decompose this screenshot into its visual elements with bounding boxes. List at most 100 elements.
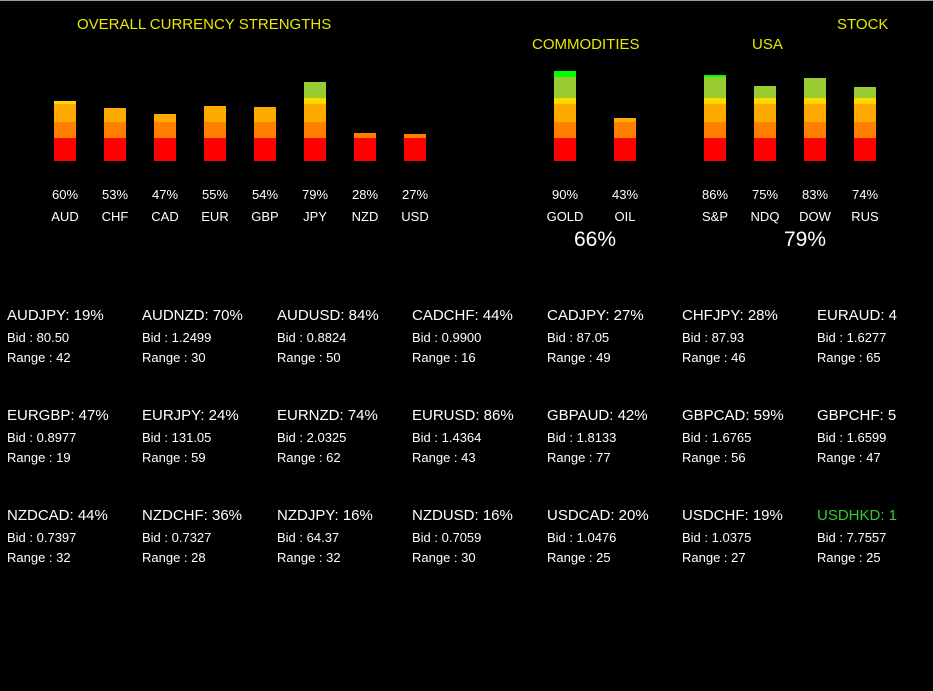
value-label-ndq: 75%: [751, 187, 779, 202]
value-label-aud: 60%: [51, 187, 79, 202]
bar-segment: [304, 122, 326, 138]
bar-segment: [804, 98, 826, 104]
pair-range: Range : 28: [142, 550, 206, 565]
category-label-rus: RUS: [851, 209, 879, 224]
pair-cell: USDHKD: 1 Bid : 7.7557 Range : 25: [817, 507, 898, 587]
title-usa: USA: [752, 36, 783, 53]
category-label-usd: USD: [401, 209, 429, 224]
bar-segment: [854, 98, 876, 104]
bar-segment: [854, 122, 876, 138]
pair-name: NZDCHF: 36%: [142, 507, 243, 524]
pair-cell: GBPAUD: 42% Bid : 1.8133 Range : 77: [547, 407, 682, 487]
pair-name: USDHKD: 1: [817, 507, 898, 524]
value-label-gbp: 54%: [251, 187, 279, 202]
bar-gold: [554, 71, 576, 161]
category-label-oil: OIL: [614, 209, 636, 224]
pair-cell: NZDCHF: 36% Bid : 0.7327 Range : 28: [142, 507, 277, 587]
pair-bid: Bid : 0.9900: [412, 330, 482, 345]
pair-name: EURNZD: 74%: [277, 407, 378, 424]
bar-segment: [554, 104, 576, 122]
bar-segment: [754, 98, 776, 104]
pair-bid: Bid : 1.0375: [682, 530, 752, 545]
value-label-sandp: 86%: [701, 187, 729, 202]
bar-segment: [704, 98, 726, 104]
category-label-cad: CAD: [151, 209, 179, 224]
bar-usd: [404, 134, 426, 161]
category-label-dow: DOW: [799, 209, 831, 224]
bar-segment: [804, 78, 826, 98]
pair-range: Range : 59: [142, 450, 206, 465]
bar-gbp: [254, 107, 276, 161]
pair-cell: CADJPY: 27% Bid : 87.05 Range : 49: [547, 307, 682, 387]
bar-segment: [804, 104, 826, 122]
bar-segment: [54, 101, 76, 104]
pair-cell: EURJPY: 24% Bid : 131.05 Range : 59: [142, 407, 277, 487]
bar-segment: [104, 138, 126, 161]
pair-range: Range : 42: [7, 350, 71, 365]
value-label-cad: 47%: [151, 187, 179, 202]
pair-bid: Bid : 1.4364: [412, 430, 482, 445]
bar-segment: [304, 104, 326, 122]
category-label-aud: AUD: [51, 209, 79, 224]
pair-cell: CHFJPY: 28% Bid : 87.93 Range : 46: [682, 307, 817, 387]
bar-segment: [304, 98, 326, 104]
pair-name: CHFJPY: 28%: [682, 307, 778, 324]
bar-segment: [254, 138, 276, 161]
value-label-nzd: 28%: [351, 187, 379, 202]
pair-name: CADCHF: 44%: [412, 307, 513, 324]
pair-name: EURUSD: 86%: [412, 407, 514, 424]
value-label-chf: 53%: [101, 187, 129, 202]
pair-bid: Bid : 1.0476: [547, 530, 617, 545]
value-label-dow: 83%: [801, 187, 829, 202]
bar-segment: [854, 138, 876, 161]
bar-cad: [154, 114, 176, 161]
bar-segment: [104, 108, 126, 122]
pair-name: EURAUD: 4: [817, 307, 898, 324]
category-label-chf: CHF: [101, 209, 129, 224]
pair-bid: Bid : 0.8824: [277, 330, 347, 345]
bar-segment: [104, 122, 126, 138]
pair-name: NZDCAD: 44%: [7, 507, 108, 524]
pair-bid: Bid : 1.8133: [547, 430, 617, 445]
pair-name: USDCHF: 19%: [682, 507, 783, 524]
bar-segment: [404, 134, 426, 138]
pair-grid: AUDJPY: 19% Bid : 80.50 Range : 42 AUDNZD: …: [0, 1, 898, 691]
pair-name: GBPCAD: 59%: [682, 407, 784, 424]
bar-aud: [54, 101, 76, 161]
pair-range: Range : 16: [412, 350, 476, 365]
value-label-gold: 90%: [551, 187, 579, 202]
pair-cell: NZDJPY: 16% Bid : 64.37 Range : 32: [277, 507, 412, 587]
category-label-gold: GOLD: [546, 209, 584, 224]
category-label-sandp: S&P: [701, 209, 728, 224]
pair-range: Range : 30: [412, 550, 476, 565]
pair-cell: EURGBP: 47% Bid : 0.8977 Range : 19: [7, 407, 142, 487]
pair-name: EURGBP: 47%: [7, 407, 109, 424]
pair-cell: GBPCAD: 59% Bid : 1.6765 Range : 56: [682, 407, 817, 487]
pair-range: Range : 77: [547, 450, 611, 465]
bar-segment: [554, 98, 576, 104]
pair-range: Range : 32: [277, 550, 341, 565]
pair-name: GBPCHF: 5: [817, 407, 897, 424]
pair-bid: Bid : 0.7327: [142, 530, 212, 545]
pair-bid: Bid : 131.05: [142, 430, 212, 445]
pair-bid: Bid : 0.7059: [412, 530, 482, 545]
bar-oil: [614, 118, 636, 161]
bar-ndq: [754, 86, 776, 161]
bar-segment: [614, 138, 636, 161]
bar-segment: [54, 138, 76, 161]
pair-cell: EURAUD: 4 Bid : 1.6277 Range : 65: [817, 307, 898, 387]
pair-name: AUDJPY: 19%: [7, 307, 104, 324]
pair-cell: GBPCHF: 5 Bid : 1.6599 Range : 47: [817, 407, 898, 487]
pair-bid: Bid : 1.2499: [142, 330, 212, 345]
bar-segment: [354, 138, 376, 161]
bar-segment: [754, 104, 776, 122]
category-label-eur: EUR: [201, 209, 229, 224]
bar-segment: [554, 71, 576, 77]
bar-segment: [804, 122, 826, 138]
bar-segment: [304, 82, 326, 98]
pair-cell: AUDJPY: 19% Bid : 80.50 Range : 42: [7, 307, 142, 387]
pair-bid: Bid : 64.37: [277, 530, 340, 545]
bar-segment: [554, 138, 576, 161]
pair-range: Range : 49: [547, 350, 611, 365]
pair-name: CADJPY: 27%: [547, 307, 644, 324]
